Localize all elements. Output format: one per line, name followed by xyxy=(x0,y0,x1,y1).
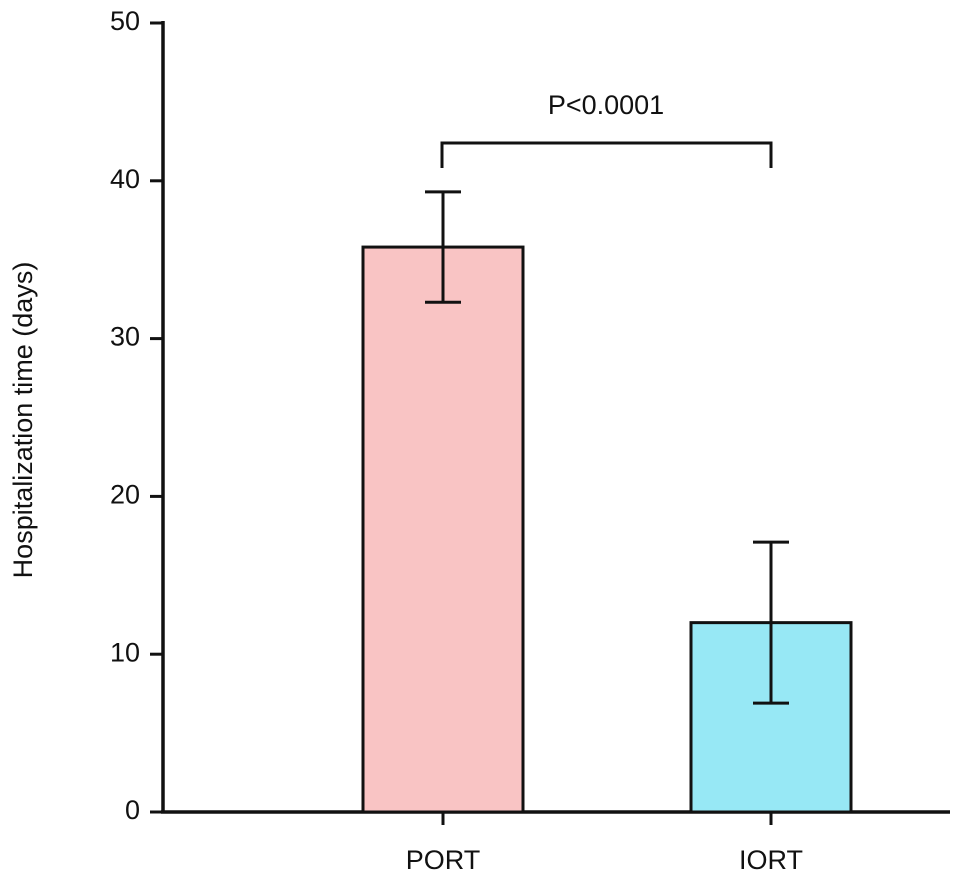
error-bar xyxy=(753,540,789,705)
x-tick-label: IORT xyxy=(739,845,803,875)
y-tick-label: 50 xyxy=(110,6,140,36)
y-tick-label: 40 xyxy=(110,164,140,194)
y-tick-label: 0 xyxy=(125,795,140,825)
bar xyxy=(361,245,525,814)
annotation: P<0.0001 xyxy=(548,90,664,120)
error-bar xyxy=(425,190,461,304)
x-tick-label: PORT xyxy=(406,845,481,875)
y-tick-label: 30 xyxy=(110,322,140,352)
y-axis-label: Hospitalization time (days) xyxy=(8,262,38,579)
y-tick-label: 10 xyxy=(110,637,140,667)
bar xyxy=(689,621,853,814)
significance-bracket xyxy=(440,141,773,168)
y-tick-label: 20 xyxy=(110,480,140,510)
